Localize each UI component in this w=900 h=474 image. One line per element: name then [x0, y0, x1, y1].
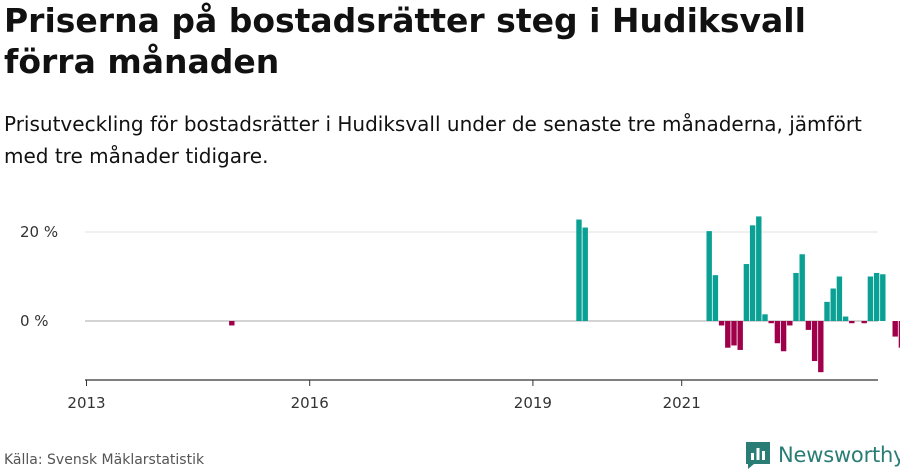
bar	[830, 288, 836, 321]
source-note: Källa: Svensk Mäklarstatistik	[4, 452, 205, 468]
bar	[737, 321, 743, 350]
bar	[780, 321, 787, 352]
bar-chart-logo-icon	[746, 442, 770, 469]
bar	[229, 321, 235, 326]
bar	[799, 254, 805, 321]
newsworthy-logo: Newsworthy	[744, 440, 900, 470]
y-tick-label: 0 %	[20, 312, 49, 330]
x-tick-label: 2016	[291, 394, 329, 412]
bar	[576, 219, 582, 321]
bar	[743, 264, 750, 321]
bar	[811, 321, 818, 362]
axes	[85, 379, 878, 386]
bar	[731, 321, 737, 346]
bar	[805, 321, 812, 330]
bar	[793, 272, 799, 321]
bar	[582, 227, 588, 321]
bar	[762, 314, 768, 321]
bar	[712, 275, 719, 321]
bar	[749, 225, 756, 321]
bar	[898, 321, 900, 348]
bar	[867, 276, 874, 321]
bar	[842, 316, 849, 321]
x-tick-label: 2013	[67, 394, 105, 412]
bar	[774, 321, 781, 344]
bar	[768, 321, 774, 324]
x-tick-label: 2019	[514, 394, 552, 412]
bar	[725, 321, 731, 348]
bar	[873, 272, 880, 321]
bar	[880, 274, 886, 321]
bar	[718, 321, 725, 326]
chart-subtitle: Prisutveckling för bostadsrätter i Hudik…	[4, 112, 862, 168]
chart-labels: 0 %20 %20132016201920213 %	[20, 223, 701, 412]
bar	[787, 321, 793, 326]
bar	[706, 231, 712, 321]
bars	[229, 216, 900, 373]
bar	[849, 321, 855, 324]
bar	[756, 216, 762, 321]
brand-name: Newsworthy	[778, 443, 900, 467]
bar	[818, 321, 824, 373]
bar	[892, 321, 898, 337]
chart-title: Priserna på bostadsrätter steg i Hudiksv…	[4, 1, 806, 81]
x-tick-label: 2021	[663, 394, 701, 412]
bar	[836, 276, 843, 321]
bar	[824, 301, 830, 321]
y-tick-label: 20 %	[20, 223, 58, 241]
bar	[861, 321, 867, 324]
